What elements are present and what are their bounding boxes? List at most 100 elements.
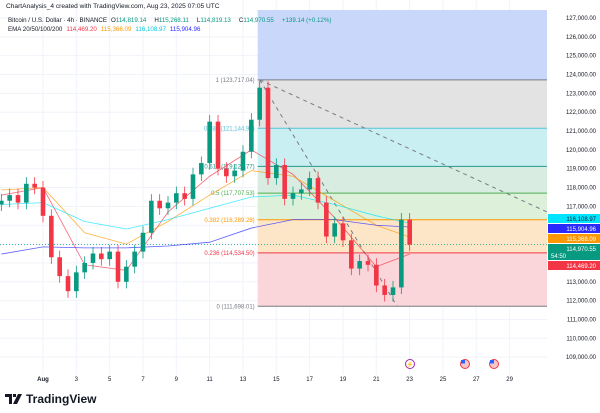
candle-body: [15, 195, 21, 203]
candle-body: [149, 200, 154, 233]
candle-body: [90, 253, 96, 263]
candle-body: [232, 170, 237, 177]
candle-body: [174, 193, 179, 203]
price-badge-label: 114,970.55: [566, 247, 596, 253]
price-badge: [548, 214, 600, 223]
candle-body: [399, 219, 404, 288]
candle-body: [307, 178, 312, 190]
candle-body: [274, 164, 279, 179]
candle-body: [299, 189, 304, 194]
price-axis: [547, 0, 600, 390]
candle-body: [324, 202, 329, 237]
candle-body: [349, 240, 354, 269]
brand-name: TradingView: [26, 392, 97, 406]
candle-body: [99, 253, 104, 260]
ema200-value: 115,904.96: [169, 26, 201, 33]
candle-body: [249, 119, 254, 152]
candle-body: [390, 287, 396, 295]
ema-legend: EMA 20/50/100/200 114,469.20 115,368.09 116…: [8, 26, 204, 33]
candle-body: [224, 168, 229, 177]
price-chart[interactable]: 1 (123,717.04) 0.786 (121,144.97) 0.618 (1…: [0, 0, 600, 390]
price-tick-label: 120,000.00: [566, 148, 597, 154]
price-tick-label: 109,000.00: [566, 355, 597, 361]
candle-body: [382, 285, 387, 295]
candle-body: [365, 261, 371, 265]
flag-canton: [461, 360, 465, 364]
snapshot-caption: ChartAnalysis_4 created with TradingView…: [6, 3, 220, 10]
lightning-glyph: ⚡: [406, 361, 413, 369]
time-tick-label: 17: [306, 377, 313, 383]
fib-zone-extension: [257, 10, 547, 80]
fib-zone: [257, 193, 547, 220]
open-value: O114,819.14: [111, 17, 147, 24]
candle-body: [357, 261, 362, 269]
candle-body: [165, 202, 171, 209]
price-badge: [548, 234, 600, 243]
price-badge: [548, 224, 600, 233]
symbol-name[interactable]: Bitcoin / U.S. Dollar · 4h · BINANCE: [8, 17, 108, 24]
price-tick-label: 121,000.00: [566, 129, 597, 135]
candle-body: [140, 232, 146, 252]
candle-body: [340, 223, 346, 241]
tradingview-logo-icon: [5, 394, 22, 404]
price-tick-label: 117,000.00: [566, 204, 596, 210]
price-tick-label: 119,000.00: [566, 167, 596, 173]
change-value: +139.14 (+0.12%): [281, 17, 332, 24]
fib-level-label: 1 (123,717.04): [216, 78, 255, 84]
price-badge-label: 114,469.20: [566, 264, 596, 270]
price-badge-label: 115,368.09: [566, 237, 596, 243]
candle-body: [124, 266, 129, 282]
price-tick-label: 112,000.00: [566, 299, 596, 305]
price-badge: [548, 244, 600, 260]
tradingview-logo[interactable]: TradingView: [5, 392, 96, 406]
ema-line-20: [1, 149, 410, 271]
candle-body: [40, 187, 46, 216]
candle-body: [0, 200, 4, 205]
price-tick-label: 125,000.00: [566, 54, 597, 60]
candle-body: [157, 200, 162, 209]
candle-body: [265, 87, 271, 179]
candle-body: [240, 151, 246, 171]
time-tick-label: Aug: [37, 377, 49, 383]
candle-body: [374, 264, 379, 286]
time-tick-label: 15: [273, 377, 280, 383]
candle-body: [7, 195, 12, 201]
candle-body: [65, 276, 71, 292]
price-tick-label: 111,000.00: [567, 317, 597, 323]
ema-label[interactable]: EMA 20/50/100/200: [8, 26, 63, 33]
candle-body: [207, 121, 212, 164]
time-tick-label: 29: [506, 377, 513, 383]
fib-level-label: 0.786 (121,144.97): [204, 126, 255, 132]
ema-line-100: [1, 194, 410, 230]
price-tick-label: 122,000.00: [566, 110, 597, 116]
candle-body: [82, 262, 87, 273]
ohlc-legend: Bitcoin / U.S. Dollar · 4h · BINANCE O114…: [8, 17, 335, 24]
candle-body: [57, 257, 62, 277]
time-tick-label: 5: [108, 377, 112, 383]
candle-body: [199, 163, 204, 175]
candle-body: [107, 251, 112, 260]
price-tick-label: 113,000.00: [566, 280, 596, 286]
price-tick-label: 124,000.00: [566, 73, 597, 79]
close-value: C114,970.55: [238, 17, 274, 24]
time-tick-label: 25: [440, 377, 447, 383]
time-tick-label: 11: [207, 377, 214, 383]
candle-body: [132, 251, 137, 267]
fib-zone: [257, 128, 547, 167]
price-badge: [548, 261, 600, 270]
fib-level-label: 0.382 (116,289.28): [204, 218, 254, 224]
fib-level-label: 0.5 (117,707.53): [211, 191, 255, 197]
time-tick-label: 13: [240, 377, 247, 383]
price-badge-label: 115,904.96: [566, 227, 596, 233]
fib-zone: [257, 166, 547, 194]
countdown-label: 54:50: [551, 254, 567, 260]
ema20-value: 114,469.20: [66, 26, 97, 33]
candle-body: [74, 272, 79, 292]
fib-zone: [257, 79, 547, 129]
ema50-value: 115,368.09: [100, 26, 132, 33]
low-value: L114,819.13: [196, 17, 231, 24]
candle-body: [257, 87, 262, 120]
time-tick-label: 7: [141, 377, 145, 383]
candle-body: [315, 178, 321, 203]
